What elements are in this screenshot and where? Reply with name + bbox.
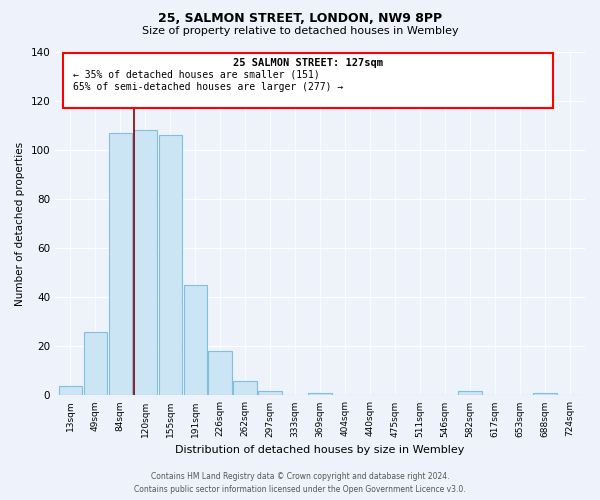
Text: Contains HM Land Registry data © Crown copyright and database right 2024.
Contai: Contains HM Land Registry data © Crown c…: [134, 472, 466, 494]
Bar: [59, 386, 82, 396]
Bar: [109, 132, 132, 396]
Text: ← 35% of detached houses are smaller (151): ← 35% of detached houses are smaller (15…: [73, 70, 319, 80]
Bar: [184, 285, 207, 396]
Bar: [158, 135, 182, 396]
Bar: [208, 351, 232, 396]
Bar: [533, 393, 557, 396]
Text: 65% of semi-detached houses are larger (277) →: 65% of semi-detached houses are larger (…: [73, 82, 343, 92]
Bar: [83, 332, 107, 396]
Bar: [259, 390, 282, 396]
Y-axis label: Number of detached properties: Number of detached properties: [15, 142, 25, 306]
Bar: [308, 393, 332, 396]
Bar: [458, 390, 482, 396]
FancyBboxPatch shape: [62, 52, 553, 108]
X-axis label: Distribution of detached houses by size in Wembley: Distribution of detached houses by size …: [175, 445, 465, 455]
Bar: [233, 380, 257, 396]
Text: Size of property relative to detached houses in Wembley: Size of property relative to detached ho…: [142, 26, 458, 36]
Text: 25 SALMON STREET: 127sqm: 25 SALMON STREET: 127sqm: [233, 58, 383, 68]
Bar: [134, 130, 157, 396]
Text: 25, SALMON STREET, LONDON, NW9 8PP: 25, SALMON STREET, LONDON, NW9 8PP: [158, 12, 442, 26]
